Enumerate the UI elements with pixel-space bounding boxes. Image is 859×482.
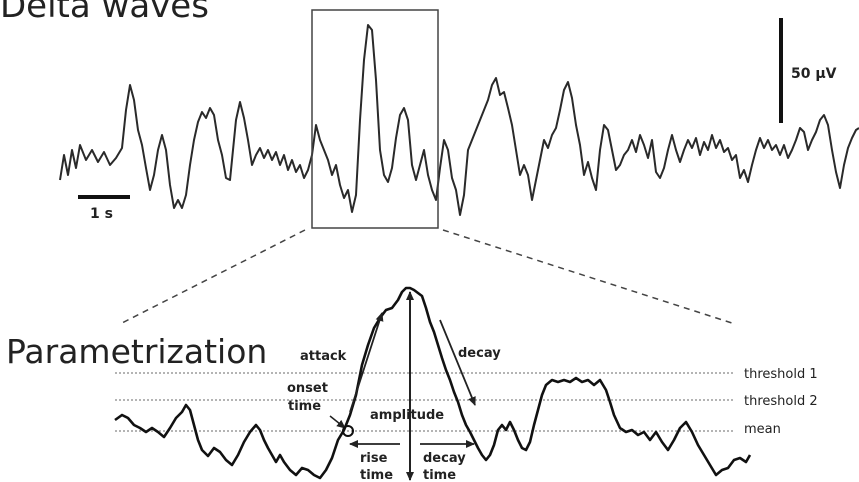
zoom-guide-right	[442, 229, 736, 325]
parametrization-heading: Parametrization	[6, 332, 268, 371]
threshold1-label: threshold 1	[744, 367, 818, 382]
mean-label: mean	[744, 422, 781, 437]
attack-arrow	[349, 312, 384, 413]
eeg-trace	[59, 24, 859, 216]
onset-marker	[342, 425, 354, 437]
onset-label-line2: time	[288, 399, 321, 414]
zoom-box	[311, 9, 439, 229]
rise-time-label-line1: rise	[360, 451, 388, 466]
decay-time-label-line2: time	[423, 468, 456, 482]
time-scale-label: 1 s	[90, 206, 113, 222]
zoom-guide-left	[119, 229, 306, 325]
decay-label: decay	[458, 346, 501, 361]
attack-label: attack	[300, 349, 347, 364]
amplitude-scale-label: 50 µV	[791, 66, 837, 82]
rise-time-label-line2: time	[360, 468, 393, 482]
diagram-title: Delta waves	[0, 0, 209, 26]
amplitude-label: amplitude	[370, 408, 444, 423]
decay-arrow	[439, 319, 476, 406]
onset-label-line1: onset	[287, 381, 328, 396]
threshold2-label: threshold 2	[744, 394, 818, 409]
zoomed-waveform	[114, 286, 752, 480]
onset-pointer	[329, 415, 346, 429]
decay-time-label-line1: decay	[423, 451, 466, 466]
